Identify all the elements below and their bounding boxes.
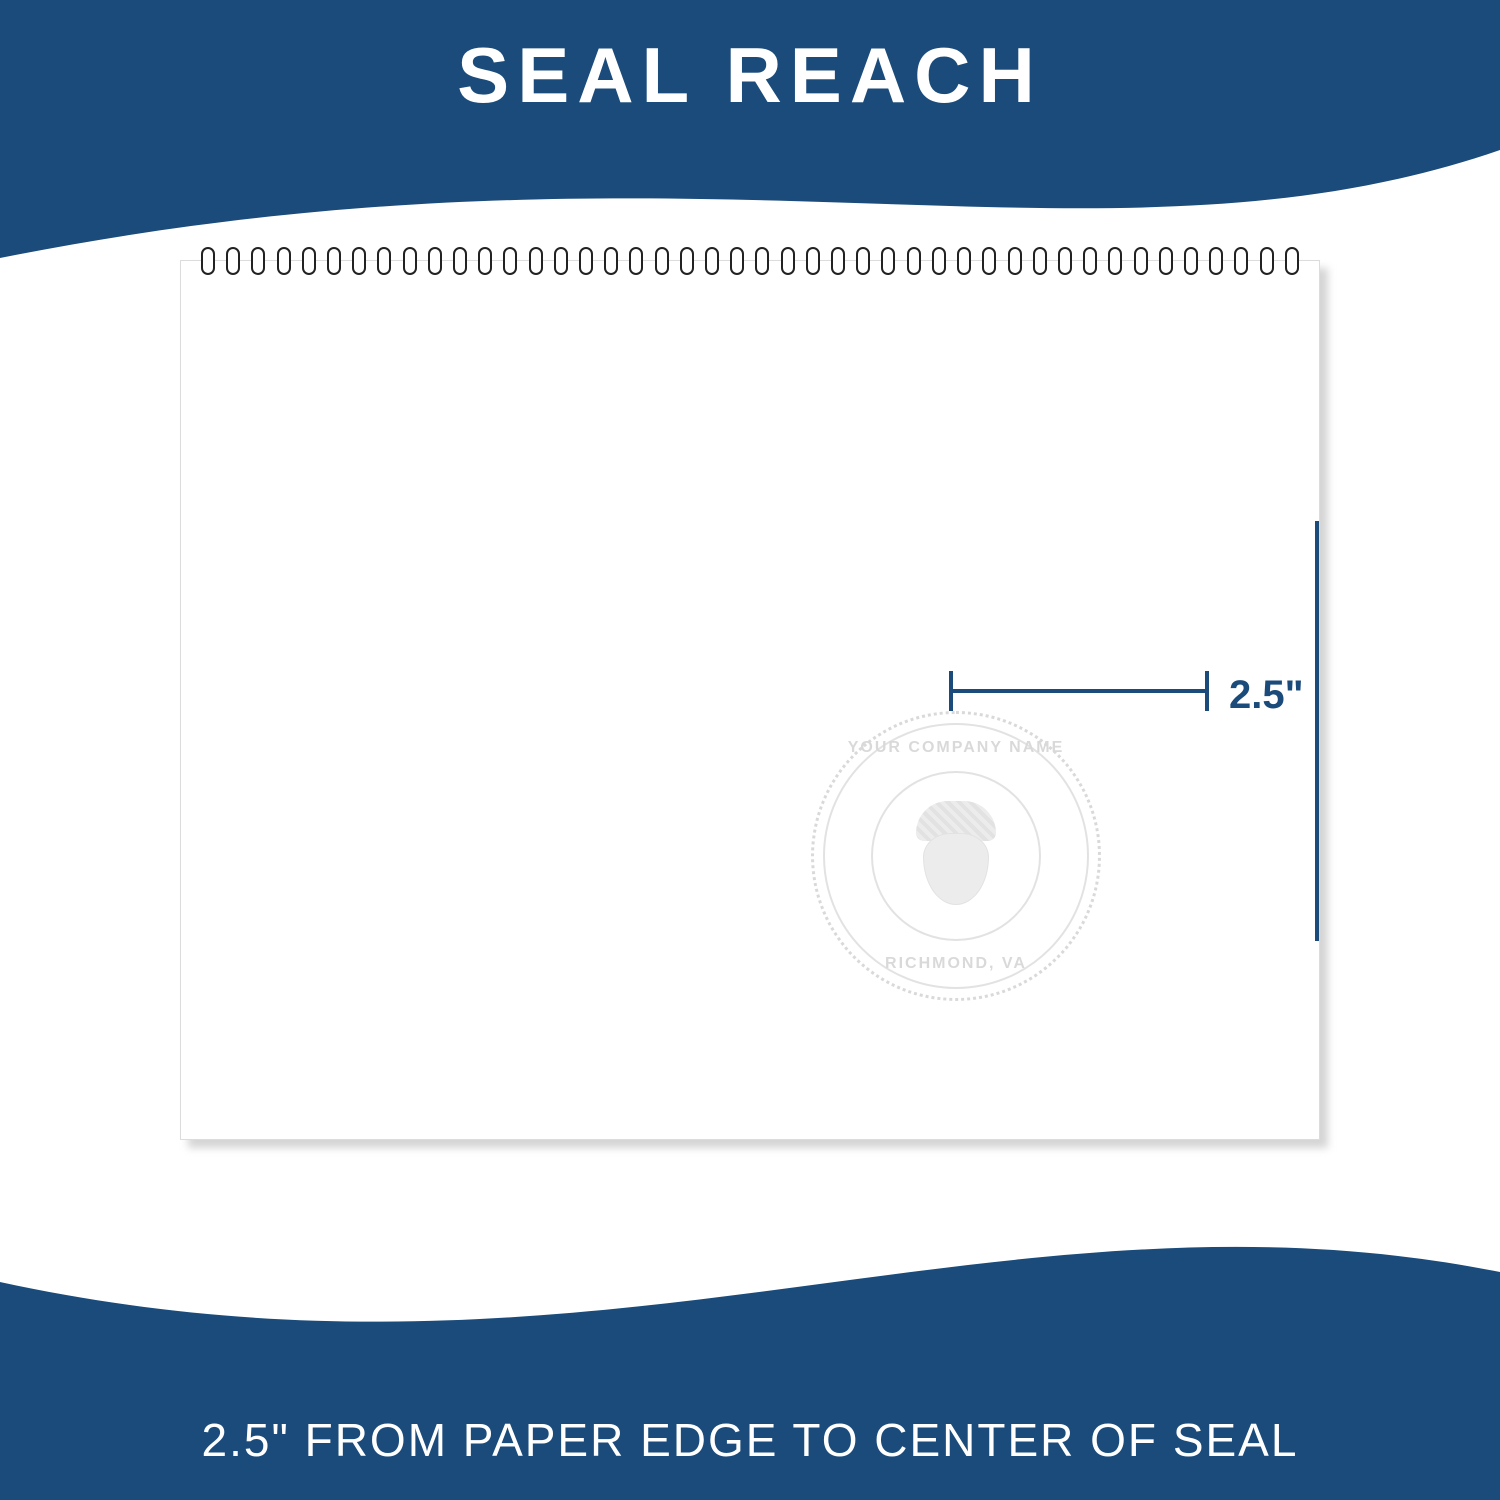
dimension-callout: 2.5" bbox=[949, 671, 1319, 711]
header-bar: SEAL REACH bbox=[0, 0, 1500, 150]
dimension-cap-right bbox=[1205, 671, 1209, 711]
seal-text-top: YOUR COMPANY NAME bbox=[811, 739, 1101, 757]
acorn-icon bbox=[911, 801, 1001, 911]
footer-bar: 2.5" FROM PAPER EDGE TO CENTER OF SEAL bbox=[0, 1380, 1500, 1500]
seal-text-bottom: RICHMOND, VA bbox=[811, 955, 1101, 973]
dimension-label: 2.5" bbox=[1229, 673, 1304, 718]
notepad: 2.5" YOUR COMPANY NAME RICHMOND, VA bbox=[180, 260, 1320, 1140]
swoosh-top bbox=[0, 148, 1500, 308]
footer-text: 2.5" FROM PAPER EDGE TO CENTER OF SEAL bbox=[202, 1413, 1299, 1467]
swoosh-bottom bbox=[0, 1222, 1500, 1382]
header-title: SEAL REACH bbox=[457, 30, 1043, 121]
acorn-body bbox=[923, 833, 989, 905]
notepad-page: 2.5" YOUR COMPANY NAME RICHMOND, VA bbox=[180, 260, 1320, 1140]
embossed-seal: YOUR COMPANY NAME RICHMOND, VA bbox=[811, 711, 1101, 1001]
seal-center-icon bbox=[891, 791, 1021, 921]
paper-edge-marker bbox=[1315, 521, 1319, 941]
dimension-line bbox=[949, 689, 1209, 693]
